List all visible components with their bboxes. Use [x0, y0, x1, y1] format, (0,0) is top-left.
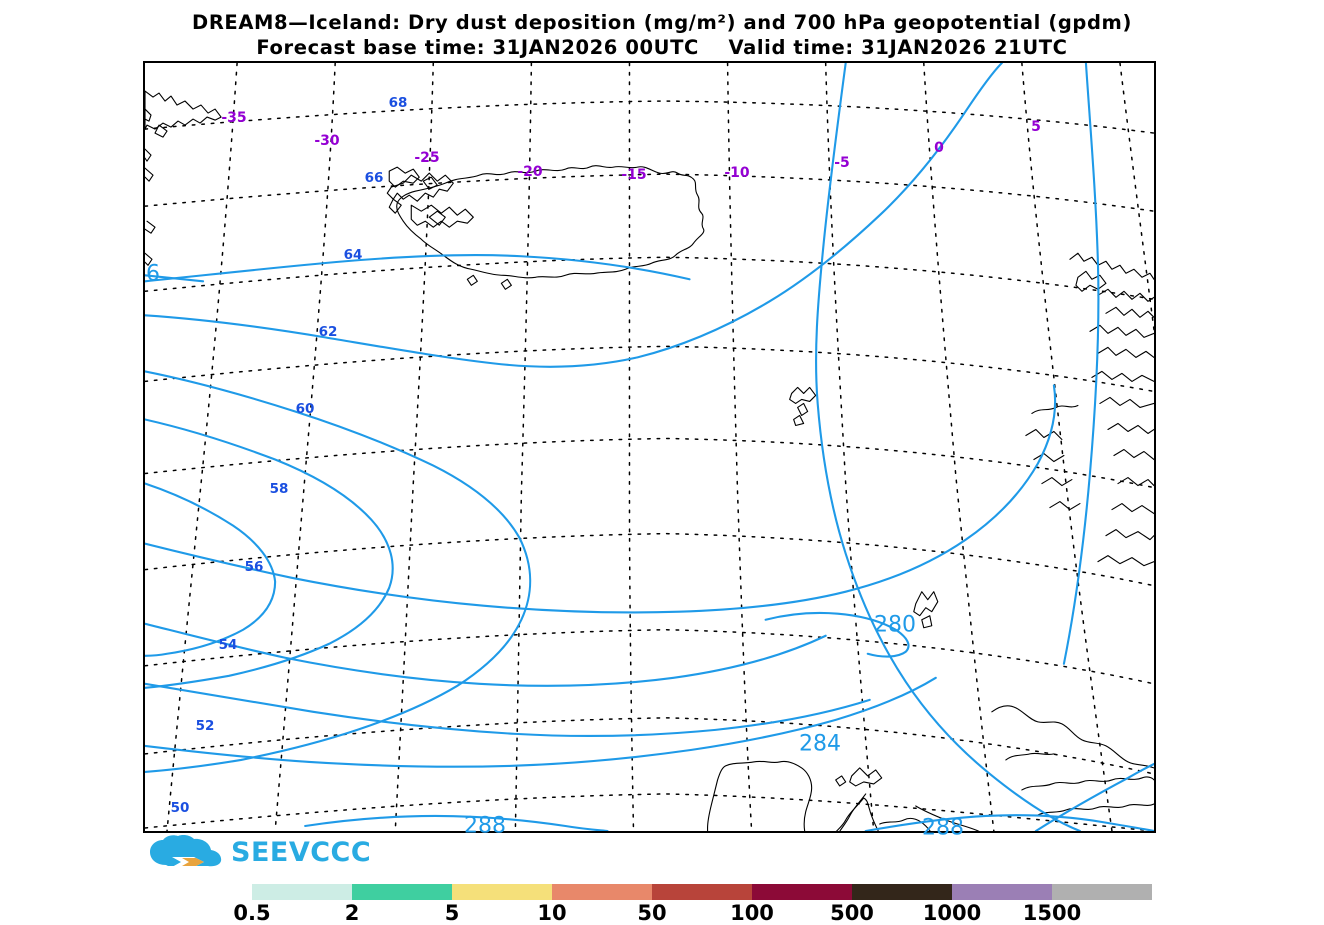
colorbar-tick-label: 2 [344, 901, 360, 925]
contour-label: 64 [343, 247, 363, 263]
longitude-label: -5 [834, 155, 850, 171]
map-panel[interactable]: .coast{fill:none;stroke:#000;stroke-widt… [143, 61, 1156, 841]
colorbar-cell [952, 884, 1052, 900]
colorbar-cell [452, 884, 552, 900]
colorbar-cell [752, 884, 852, 900]
contour-label: 288 [464, 813, 506, 839]
cloud-icon [150, 835, 222, 867]
colorbar-cell [552, 884, 652, 900]
colorbar-tick-label: 10 [537, 901, 567, 925]
colorbar-cell [852, 884, 952, 900]
contour-label: 62 [318, 324, 338, 340]
colorbar-tick-label: 1500 [1022, 901, 1082, 925]
colorbar-cell [1052, 884, 1152, 900]
title-block: DREAM8—Iceland: Dry dust deposition (mg/… [0, 10, 1324, 60]
coastlines [145, 90, 1154, 831]
contour-label: 54 [218, 637, 238, 653]
colorbar-tick-label: 5 [444, 901, 460, 925]
graticule-longitudes [166, 63, 1154, 831]
graticule-latitudes [145, 100, 1154, 831]
colorbar-strip [252, 884, 1152, 900]
colorbar-cell [652, 884, 752, 900]
colorbar-tick-label: 50 [637, 901, 667, 925]
page-title: DREAM8—Iceland: Dry dust deposition (mg/… [192, 11, 1132, 34]
latitude-label: 68 [388, 95, 408, 111]
contour-label: 288 [922, 815, 964, 841]
contour-label: 52 [195, 718, 215, 734]
seevccc-logo[interactable]: SEEVCCC [148, 835, 371, 875]
longitude-label: 0 [934, 140, 944, 156]
contour-label: 50 [170, 800, 190, 816]
longitude-label: -30 [314, 133, 340, 149]
contour-label: 6 [146, 261, 160, 287]
longitude-label: -10 [724, 165, 750, 181]
colorbar: 0.5 2 5 10 50 100 500 1000 1500 [0, 884, 1324, 925]
longitude-label: 5 [1031, 119, 1041, 135]
forecast-time-subtitle: Forecast base time: 31JAN2026 00UTC Vali… [256, 36, 1068, 59]
colorbar-tick-label: 1000 [922, 901, 982, 925]
contour-label: 284 [799, 731, 841, 757]
longitude-label: -25 [414, 150, 440, 166]
colorbar-cell [352, 884, 452, 900]
map-canvas: .coast{fill:none;stroke:#000;stroke-widt… [145, 63, 1154, 831]
colorbar-cell [252, 884, 352, 900]
longitude-label: -20 [517, 164, 543, 180]
colorbar-tick-label: 100 [730, 901, 774, 925]
longitude-label: -15 [621, 167, 647, 183]
colorbar-tick-labels: 0.5 2 5 10 50 100 500 1000 1500 [0, 901, 1324, 925]
contour-label: 56 [244, 559, 264, 575]
logo-text: SEEVCCC [231, 837, 372, 868]
geopotential-contours [145, 63, 1154, 831]
latitude-label: 66 [364, 170, 384, 186]
longitude-label: -35 [221, 110, 247, 126]
contour-label: 58 [269, 481, 289, 497]
colorbar-tick-label: 500 [830, 901, 874, 925]
contour-label: 60 [295, 401, 315, 417]
contour-label: 280 [874, 612, 916, 638]
colorbar-tick-label: 0.5 [233, 901, 271, 925]
